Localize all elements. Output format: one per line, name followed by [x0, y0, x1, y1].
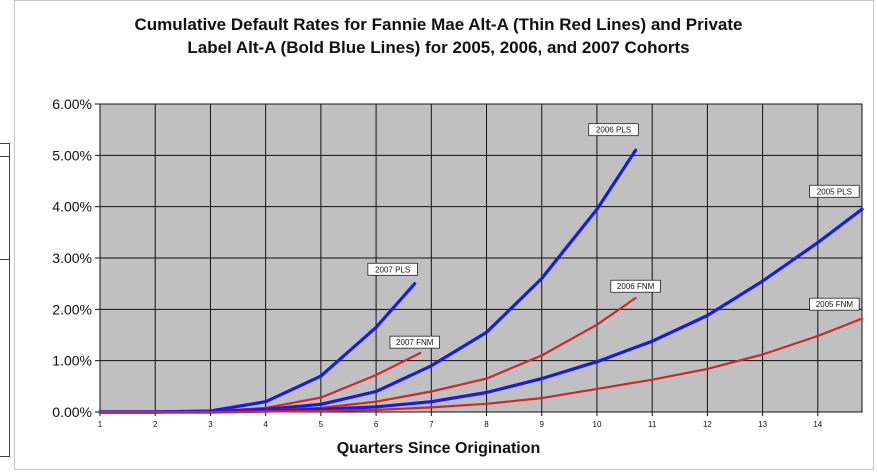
x-tick-label: 6 [374, 420, 379, 429]
side-panel-tick [0, 156, 10, 157]
y-tick-label: 3.00% [52, 250, 92, 266]
series-label-2005-fnm: 2005 FNM [816, 300, 854, 309]
y-tick-label: 1.00% [52, 353, 92, 369]
side-panel-tick [0, 259, 10, 260]
y-tick-label: 6.00% [52, 96, 92, 112]
x-tick-label: 9 [540, 420, 545, 429]
x-tick-label: 10 [593, 420, 602, 429]
y-tick-label: 4.00% [52, 199, 92, 215]
series-label-2005-pls: 2005 PLS [817, 187, 852, 196]
series-label-2006-pls: 2006 PLS [596, 126, 631, 135]
series-label-2007-fnm: 2007 FNM [396, 338, 434, 347]
series-label-box-2005-fnm [809, 297, 860, 311]
series-label-box-2007-fnm [389, 335, 440, 349]
x-tick-label: 7 [429, 420, 434, 429]
series-label-box-2006-fnm [610, 279, 661, 293]
x-tick-label: 8 [484, 420, 489, 429]
chart-title-line-2: Label Alt-A (Bold Blue Lines) for 2005, … [187, 38, 690, 57]
series-label-box-2005-pls [809, 184, 860, 198]
x-tick-label: 14 [813, 420, 822, 429]
series-label-2006-fnm: 2006 FNM [617, 282, 655, 291]
x-tick-label: 13 [758, 420, 767, 429]
y-tick-label: 2.00% [52, 301, 92, 317]
x-tick-label: 1 [98, 420, 103, 429]
chart-title-line-1: Cumulative Default Rates for Fannie Mae … [134, 15, 743, 34]
x-tick-label: 3 [208, 420, 213, 429]
series-label-2007-pls: 2007 PLS [375, 265, 410, 274]
chart-title: Cumulative Default Rates for Fannie Mae … [0, 13, 877, 59]
x-tick-label: 12 [703, 420, 712, 429]
x-axis-label: Quarters Since Origination [336, 440, 541, 457]
series-line-2005-fnm [98, 317, 864, 414]
x-tick-label: 5 [319, 420, 324, 429]
y-tick-label: 5.00% [52, 147, 92, 163]
x-tick-label: 11 [648, 420, 657, 429]
x-tick-label: 2 [153, 420, 158, 429]
series-label-box-2007-pls [367, 262, 418, 276]
series-label-box-2006-pls [588, 123, 639, 137]
y-tick-label: 0.00% [52, 404, 92, 420]
side-panel-edge [0, 143, 10, 457]
x-tick-label: 4 [263, 420, 268, 429]
